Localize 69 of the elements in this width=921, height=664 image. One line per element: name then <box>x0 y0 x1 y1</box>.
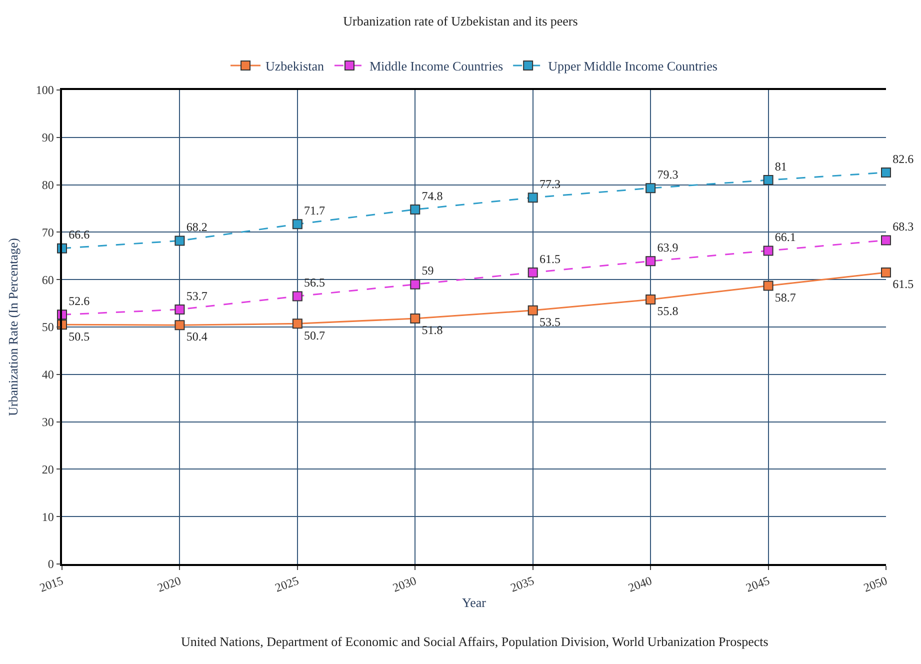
point <box>410 313 420 324</box>
data-label: 50.7 <box>304 328 326 342</box>
y-tick-label: 100 <box>36 83 54 98</box>
point <box>528 267 538 278</box>
y-tick-label: 30 <box>42 415 54 429</box>
x-tick-label: 2015 <box>38 573 66 595</box>
y-tick-label: 0 <box>48 557 54 572</box>
y-tick-label: 10 <box>42 510 54 524</box>
data-label: 68.2 <box>186 220 208 234</box>
x-tick-label: 2030 <box>390 573 418 595</box>
x-tick-label: 2050 <box>862 573 890 595</box>
y-tick-label: 90 <box>42 130 54 145</box>
legend-label: Middle Income Countries <box>369 58 504 74</box>
point <box>292 291 302 302</box>
x-tick-label: 2035 <box>508 573 536 595</box>
x-axis-title: Year <box>462 594 487 610</box>
data-label: 63.9 <box>657 240 678 254</box>
point <box>763 246 774 256</box>
data-label: 61.5 <box>539 252 560 266</box>
point <box>292 318 302 329</box>
data-label: 61.5 <box>892 277 914 292</box>
data-label: 71.7 <box>304 204 326 218</box>
point <box>646 256 656 266</box>
point <box>410 279 420 290</box>
x-tick-label: 2040 <box>626 573 654 595</box>
data-label: 59 <box>422 264 434 278</box>
y-tick-label: 20 <box>42 462 54 476</box>
point <box>528 192 538 203</box>
point <box>646 183 656 194</box>
y-tick-label: 70 <box>42 225 54 240</box>
data-label: 81 <box>774 159 787 174</box>
data-label: 52.6 <box>68 294 90 308</box>
data-label: 50.4 <box>186 330 208 344</box>
point <box>174 236 185 246</box>
data-label: 53.7 <box>186 288 208 303</box>
data-label: 53.5 <box>539 315 560 330</box>
point <box>646 294 656 305</box>
point <box>410 204 420 214</box>
data-label: 74.8 <box>422 188 443 203</box>
x-tick-label: 2025 <box>273 573 301 595</box>
point <box>292 219 302 230</box>
y-tick-label: 80 <box>42 178 54 192</box>
y-tick-label: 50 <box>42 320 54 334</box>
point <box>174 304 185 314</box>
data-label: 66.1 <box>774 230 796 244</box>
data-label: 79.3 <box>657 167 678 182</box>
point <box>528 305 538 316</box>
point <box>881 267 891 278</box>
data-label: 68.3 <box>892 220 914 234</box>
y-axis-title: Urbanization Rate (In Percentage) <box>5 238 20 416</box>
point <box>763 175 774 186</box>
legend-label: Uzbekistan <box>266 58 324 74</box>
data-label: 56.5 <box>304 276 326 290</box>
legend-label: Upper Middle Income Countries <box>548 58 718 74</box>
data-label: 58.7 <box>774 290 796 304</box>
data-label: 82.6 <box>892 152 914 166</box>
x-tick-label: 2020 <box>155 573 183 595</box>
data-label: 51.8 <box>422 323 443 338</box>
x-tick-label: 2045 <box>744 573 772 595</box>
point <box>881 167 891 178</box>
data-label: 50.5 <box>68 329 90 344</box>
y-tick-label: 60 <box>42 272 54 287</box>
data-label: 55.8 <box>657 304 678 318</box>
point <box>881 235 891 246</box>
text: United Nations, Department of Economic and Social Affairs, Population Division, World Urbanization Prospects <box>181 634 768 649</box>
y-tick-label: 40 <box>42 368 54 382</box>
point <box>174 320 185 330</box>
chart-title: Urbanization rate of Uzbekistan and its peers <box>343 14 578 29</box>
point <box>763 280 774 291</box>
